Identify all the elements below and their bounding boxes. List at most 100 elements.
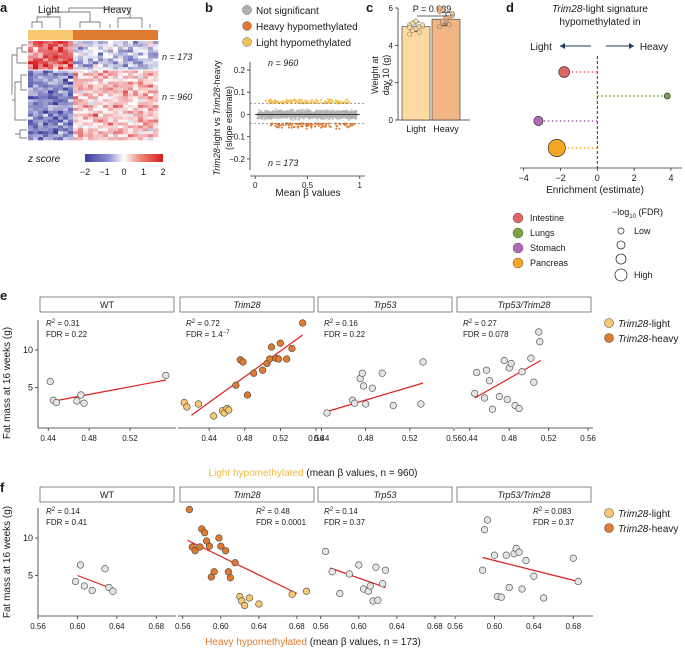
bar-light bbox=[401, 26, 431, 121]
heatmap-cell bbox=[63, 134, 69, 138]
panel-f-ylabel: Fat mass at 16 weeks (g) bbox=[2, 506, 13, 618]
heatmap-cell bbox=[108, 96, 114, 100]
data-point bbox=[76, 561, 84, 569]
heatmap-cell bbox=[93, 110, 99, 115]
heatmap-cell bbox=[128, 93, 134, 97]
data-point bbox=[378, 369, 386, 377]
panel-c-ylabel-line1: Weight at bbox=[370, 56, 380, 94]
heatmap-cell bbox=[148, 78, 154, 82]
heatmap-cell bbox=[38, 75, 44, 80]
regression-line bbox=[474, 359, 542, 399]
heatmap-cell bbox=[43, 125, 49, 129]
heatmap-cell bbox=[118, 49, 124, 53]
heatmap-cell bbox=[63, 49, 69, 53]
heatmap-cell bbox=[38, 49, 44, 53]
data-point bbox=[518, 585, 526, 593]
heatmap-cell bbox=[48, 116, 54, 120]
heatmap-cell bbox=[128, 107, 134, 112]
heatmap-cell bbox=[48, 125, 54, 129]
heatmap-cell bbox=[88, 87, 94, 91]
heatmap-cell bbox=[43, 70, 49, 74]
panel-a: a Light Heavy n = 173 n = 960 z score −2… bbox=[0, 0, 192, 177]
point-not-significant bbox=[349, 115, 352, 118]
heatmap-cell bbox=[133, 75, 139, 80]
heatmap-cell bbox=[113, 102, 119, 106]
heatmap-cell bbox=[108, 67, 114, 71]
stat-fdr: FDR = 0.37 bbox=[324, 518, 366, 527]
heatmap-cell bbox=[38, 64, 44, 68]
heatmap-cell bbox=[83, 41, 89, 45]
heatmap-cell bbox=[113, 110, 119, 115]
heatmap-cell bbox=[28, 58, 34, 62]
heatmap-cell bbox=[38, 119, 44, 123]
heatmap-cell bbox=[73, 99, 79, 103]
heatmap-cell bbox=[143, 134, 149, 138]
point-heavy-hypomethylated bbox=[270, 124, 273, 127]
heatmap-cell bbox=[138, 102, 144, 106]
heatmap-cell bbox=[48, 58, 54, 62]
heatmap-cell bbox=[103, 61, 109, 65]
zscore-tick: −2 bbox=[80, 167, 90, 177]
data-point bbox=[440, 18, 446, 24]
point-heavy-hypomethylated bbox=[320, 123, 323, 126]
fdr-legend-low: Low bbox=[634, 226, 651, 236]
legend-marker-light-hypomethylated bbox=[242, 37, 252, 47]
heatmap-cell bbox=[153, 128, 159, 132]
heatmap-cell bbox=[48, 87, 54, 91]
heatmap-cell bbox=[98, 52, 104, 56]
heatmap-cell bbox=[138, 125, 144, 129]
stat-r2-value: = 0.083 bbox=[542, 507, 572, 516]
data-point bbox=[480, 394, 489, 402]
heatmap-cell bbox=[153, 87, 159, 91]
heatmap-cell bbox=[93, 96, 99, 100]
heatmap-cell bbox=[28, 134, 34, 138]
heatmap-cell bbox=[143, 122, 149, 126]
heatmap-cell bbox=[63, 99, 69, 103]
legend-marker-heavy-hypomethylated bbox=[242, 21, 252, 31]
heatmap-cell bbox=[53, 55, 59, 59]
x-tick-label: 0.48 bbox=[237, 434, 253, 443]
data-point bbox=[569, 554, 577, 562]
heatmap-cell bbox=[153, 113, 159, 117]
point-not-significant bbox=[298, 111, 301, 114]
heatmap-cell bbox=[73, 137, 79, 141]
heatmap-cell bbox=[43, 96, 49, 100]
point-light-hypomethylated bbox=[310, 98, 313, 101]
point-heavy-hypomethylated bbox=[324, 125, 327, 128]
heatmap-cell bbox=[83, 78, 89, 82]
heatmap-cell bbox=[83, 137, 89, 141]
panel-c-label: c bbox=[366, 0, 373, 15]
fdr-legend-title: −log10 (FDR) bbox=[612, 207, 663, 220]
data-point bbox=[101, 565, 109, 573]
arrow-left-label: Light bbox=[530, 42, 552, 53]
heatmap-cell bbox=[143, 113, 149, 117]
heatmap-cell bbox=[78, 78, 84, 82]
y-tick-label: 0.1 bbox=[234, 88, 246, 97]
heatmap-cell bbox=[143, 87, 149, 91]
point-light-hypomethylated bbox=[311, 101, 314, 104]
y-tick-label: 4 bbox=[389, 41, 394, 50]
zscore-tick: −1 bbox=[99, 167, 109, 177]
heatmap-cell bbox=[113, 52, 119, 56]
heatmap-cell bbox=[78, 84, 84, 88]
data-point bbox=[379, 580, 387, 588]
heatmap-cell bbox=[123, 102, 129, 106]
data-point bbox=[323, 409, 331, 417]
heatmap-cell bbox=[33, 110, 39, 115]
heatmap-cell bbox=[58, 105, 64, 109]
heatmap-cell bbox=[83, 72, 89, 77]
data-point bbox=[355, 561, 363, 569]
heatmap-cell bbox=[103, 58, 109, 62]
heatmap-cell bbox=[53, 61, 59, 65]
heatmap-cell bbox=[38, 70, 44, 74]
point-not-significant bbox=[347, 110, 350, 113]
heatmap-cell bbox=[63, 64, 69, 68]
data-point bbox=[336, 589, 344, 598]
heatmap-cell bbox=[73, 93, 79, 97]
heatmap-cell bbox=[28, 137, 34, 141]
point-not-significant bbox=[317, 114, 320, 117]
x-tick-label: 0.56 bbox=[308, 434, 324, 443]
heatmap-cell bbox=[78, 113, 84, 117]
point-heavy-hypomethylated bbox=[290, 124, 293, 127]
